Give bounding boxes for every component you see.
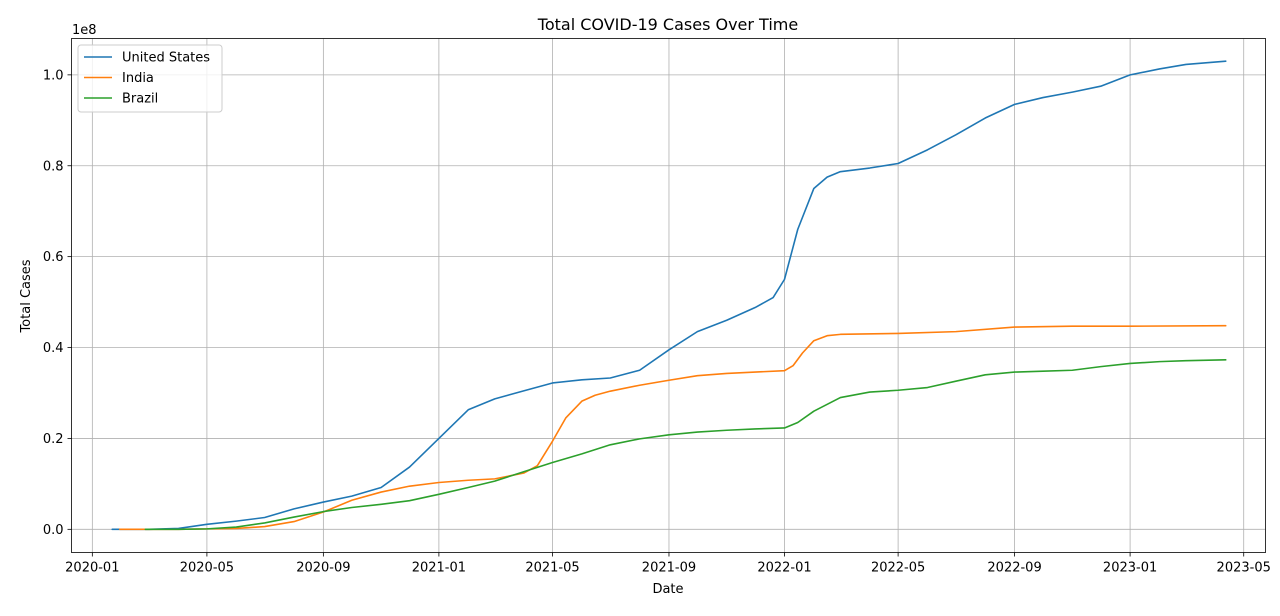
y-tick-label: 1.0 (43, 68, 64, 83)
legend: United States India Brazil (77, 44, 223, 113)
legend-box (77, 44, 223, 113)
legend-label-brazil: Brazil (122, 92, 158, 107)
series-line-brazil (144, 359, 1227, 531)
x-tick-label: 2020-05 (180, 561, 234, 576)
x-tick-label: 2021-01 (412, 561, 466, 576)
plot-area-frame (71, 38, 1266, 553)
x-tick-label: 2020-09 (296, 561, 350, 576)
x-tick-label: 2023-01 (1103, 561, 1157, 576)
y-tick-label: 0.8 (43, 159, 64, 174)
series-lines (111, 60, 1227, 531)
grid (71, 38, 1266, 553)
legend-label-united-states: United States (122, 51, 210, 66)
y-tick-label: 0.6 (43, 250, 64, 265)
series-line-united-states (111, 60, 1227, 531)
x-tick-label: 2023-05 (1217, 561, 1271, 576)
x-tick-label: 2021-05 (525, 561, 579, 576)
y-tick-label: 0.2 (43, 432, 64, 447)
y-axis-label: Total Cases (19, 259, 34, 333)
x-axis-label: Date (652, 582, 683, 597)
y-tick-label: 0.0 (43, 523, 64, 538)
x-tick-label: 2021-09 (642, 561, 696, 576)
chart-title: Total COVID-19 Cases Over Time (537, 15, 798, 34)
x-tick-label: 2022-09 (987, 561, 1041, 576)
legend-label-india: India (122, 71, 154, 86)
x-tick-label: 2022-05 (871, 561, 925, 576)
y-tick-label: 0.4 (43, 341, 64, 356)
x-tick-label: 2022-01 (757, 561, 811, 576)
axis-ticks: 2020-01 2020-05 2020-09 2021-01 2021-05 2021-… (43, 68, 1271, 575)
y-axis-offset-text: 1e8 (72, 23, 97, 38)
x-tick-label: 2020-01 (65, 561, 119, 576)
